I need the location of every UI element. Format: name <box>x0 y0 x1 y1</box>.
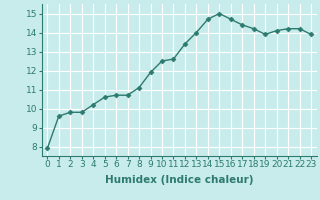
X-axis label: Humidex (Indice chaleur): Humidex (Indice chaleur) <box>105 175 253 185</box>
